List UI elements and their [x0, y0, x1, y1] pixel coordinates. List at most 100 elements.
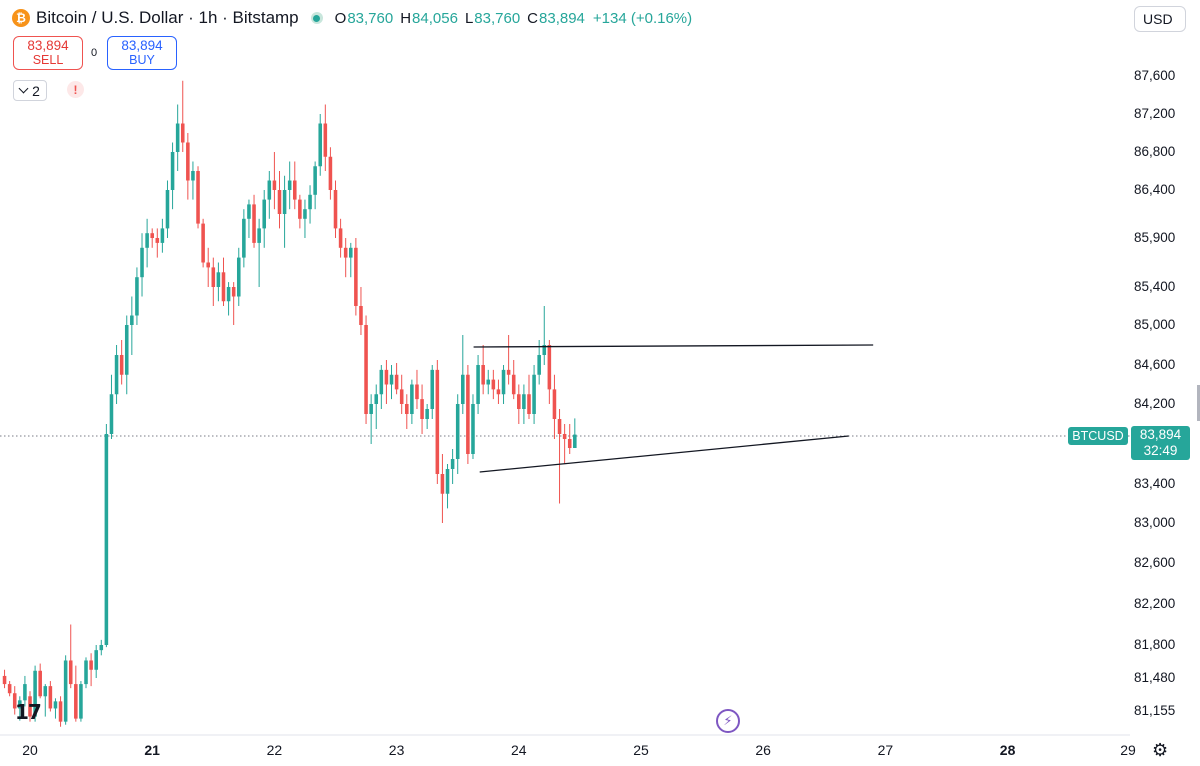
candle-down [333, 190, 338, 229]
candle-up [430, 369, 435, 409]
candle-down [201, 223, 205, 263]
candle-up [308, 194, 312, 210]
candle-up [170, 152, 175, 190]
candle-down [420, 399, 424, 419]
currency-select[interactable]: USD [1134, 6, 1186, 32]
price-tick-label: 83,400 [1134, 476, 1176, 491]
candle-up [287, 180, 292, 190]
time-tick-label: 27 [877, 742, 894, 758]
candle-up [313, 166, 317, 195]
lightning-icon[interactable]: ⚡ [716, 709, 740, 733]
market-open-icon [310, 12, 323, 24]
price-tick-label: 85,400 [1134, 279, 1176, 294]
indicators-toggle-button[interactable]: 2 [13, 80, 47, 101]
price-tick-label: 84,200 [1134, 396, 1176, 411]
price-tick-label: 81,480 [1134, 670, 1176, 685]
candle-down [196, 171, 200, 224]
candle-down [292, 180, 297, 200]
candle-down [517, 394, 521, 409]
last-price-value: 83,894 [1139, 427, 1182, 442]
candle-up [114, 355, 119, 395]
candle-down [354, 247, 358, 306]
candle-down [364, 325, 368, 414]
candle-down [186, 142, 190, 181]
candle-down [527, 394, 531, 414]
buy-price: 83,894 [121, 38, 163, 53]
price-tick-label: 81,800 [1134, 637, 1176, 652]
time-tick-label: 29 [1120, 742, 1136, 758]
candle-up [104, 434, 109, 645]
candle-up [18, 700, 22, 709]
sell-label: SELL [32, 53, 64, 67]
candle-up [165, 190, 170, 229]
candle-up [542, 345, 547, 355]
candle-down [323, 123, 328, 157]
candle-down [221, 272, 226, 302]
candle-down [359, 306, 363, 325]
candle-up [175, 123, 180, 152]
ohlc-open: O83,760 [334, 9, 394, 27]
candle-up [79, 684, 83, 719]
time-tick-label: 23 [388, 742, 405, 758]
candle-up [135, 277, 139, 316]
spread-value: 0 [91, 47, 98, 59]
candle-down [211, 267, 216, 287]
candle-down [567, 439, 572, 448]
candle-up [236, 257, 241, 297]
candle-up [140, 247, 144, 278]
scale-handle[interactable] [1197, 385, 1200, 421]
candle-up [461, 374, 465, 404]
time-tick-label: 20 [22, 742, 38, 758]
buy-button[interactable]: 83,894 BUY [107, 36, 177, 70]
candle-down [562, 434, 567, 439]
candle-down [481, 365, 485, 385]
price-tick-label: 81,155 [1134, 703, 1176, 718]
candle-up [84, 660, 88, 685]
candle-up [216, 272, 221, 287]
candle-down [119, 355, 124, 375]
candle-up [425, 409, 429, 419]
candle-up [318, 123, 323, 167]
candle-down [435, 369, 440, 474]
candle-up [53, 701, 58, 709]
candle-down [58, 701, 63, 722]
symbol-title[interactable]: Bitcoin / U.S. Dollar · 1h · Bitstamp [36, 8, 299, 27]
candle-up [369, 404, 373, 414]
candle-up [476, 365, 480, 404]
drawings-layer[interactable] [473, 344, 874, 473]
resistance-trendline[interactable] [473, 344, 874, 348]
candles-layer [2, 80, 577, 727]
candle-up [455, 404, 460, 459]
ohlc-close: C83,894 [527, 9, 585, 27]
price-tick-label: 82,200 [1134, 596, 1176, 611]
time-tick-label: 21 [144, 742, 160, 758]
sell-button[interactable]: 83,894 SELL [13, 36, 83, 70]
candle-down [440, 474, 445, 494]
candle-down [415, 384, 419, 400]
candle-down [7, 684, 12, 694]
candle-up [109, 394, 114, 434]
candle-down [155, 238, 160, 243]
buy-label: BUY [129, 53, 155, 67]
candle-down [399, 389, 404, 404]
last-price-label: 83,894 32:49 [1131, 426, 1190, 460]
candle-up [43, 686, 48, 697]
candle-up [450, 459, 455, 469]
bar-countdown: 32:49 [1143, 443, 1178, 458]
alert-icon[interactable]: ! [67, 81, 84, 98]
sell-price: 83,894 [27, 38, 69, 53]
candle-up [23, 684, 27, 701]
tradingview-logo[interactable]: 17 [15, 700, 42, 724]
chart-header: ₿ Bitcoin / U.S. Dollar · 1h · Bitstamp … [12, 6, 692, 30]
gear-icon[interactable]: ⚙ [1152, 740, 1169, 760]
candle-down [38, 670, 42, 697]
ohlc-change: +134 (+0.16%) [592, 9, 693, 27]
candle-down [89, 660, 93, 670]
support-trendline[interactable] [479, 435, 849, 473]
candle-up [247, 204, 251, 219]
time-tick-label: 22 [266, 742, 283, 758]
candle-up [33, 670, 37, 717]
candle-down [328, 156, 333, 190]
candle-up [379, 369, 384, 395]
